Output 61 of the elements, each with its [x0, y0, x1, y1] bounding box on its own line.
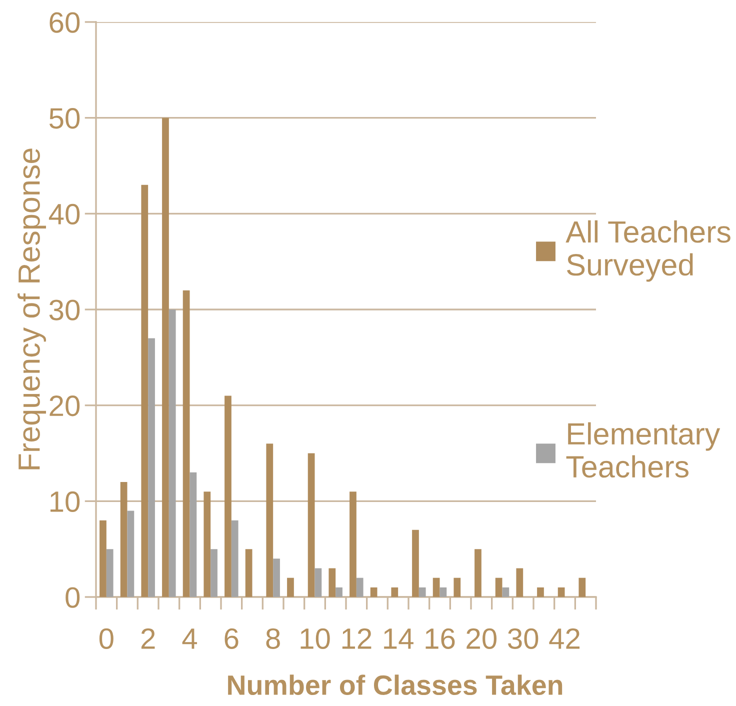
bar: [578, 578, 586, 597]
bar: [454, 578, 461, 597]
bar: [356, 578, 364, 597]
bar: [245, 549, 252, 597]
bar: [502, 587, 510, 597]
x-tick-label: 10: [300, 628, 330, 649]
bar: [314, 568, 322, 597]
bar: [495, 578, 502, 597]
legend-label: Elementary Teachers: [566, 422, 720, 478]
y-tick-label: 20: [50, 396, 80, 416]
bar: [558, 587, 565, 597]
legend-label: All Teachers Surveyed: [566, 220, 730, 282]
bar: [100, 520, 106, 597]
x-tick-label: 14: [384, 628, 414, 649]
x-tick-label: 20: [466, 628, 496, 649]
bar: [370, 587, 378, 597]
bar: [168, 310, 176, 597]
x-tick-label: 0: [99, 628, 114, 649]
bar: [516, 568, 524, 597]
bar: [308, 453, 315, 597]
bar: [127, 510, 134, 597]
bar: [440, 587, 447, 597]
bar: [210, 549, 218, 597]
x-tick-label: 6: [224, 628, 238, 649]
bar: [141, 184, 148, 597]
bar: [537, 587, 544, 597]
bar: [432, 578, 440, 597]
bar: [162, 118, 169, 597]
bar: [190, 472, 197, 597]
y-tick-label: 0: [66, 587, 80, 608]
y-tick-label: 50: [49, 108, 80, 129]
x-axis-title: Number of Classes Taken: [228, 674, 562, 696]
bar: [266, 444, 274, 597]
x-tick-label: 8: [266, 628, 280, 649]
bar: [336, 587, 342, 597]
x-tick-label: 30: [508, 628, 538, 649]
bar: [204, 492, 211, 597]
bar: [273, 558, 280, 597]
x-tick-label: 12: [342, 628, 372, 649]
bar: [224, 396, 232, 597]
bar: [120, 482, 128, 597]
bar: [182, 290, 190, 597]
bar: [287, 578, 294, 597]
y-axis-title: Frequency of Response: [18, 148, 46, 470]
y-tick-label: 60: [50, 12, 80, 33]
x-tick-label: 2: [141, 628, 155, 649]
bar: [418, 587, 426, 597]
y-tick-label: 40: [48, 204, 80, 225]
y-tick-label: 30: [49, 300, 80, 320]
bar: [391, 587, 398, 597]
x-tick-label: 4: [182, 628, 198, 649]
bar: [328, 568, 336, 597]
y-tick-label: 10: [50, 491, 80, 512]
bar: [474, 549, 482, 597]
x-tick-label: 16: [426, 628, 455, 649]
bar: [350, 492, 356, 597]
bar: [148, 338, 155, 597]
bar: [412, 530, 419, 597]
x-tick-label: 42: [549, 628, 580, 649]
bar: [231, 520, 238, 597]
bar: [106, 549, 114, 597]
